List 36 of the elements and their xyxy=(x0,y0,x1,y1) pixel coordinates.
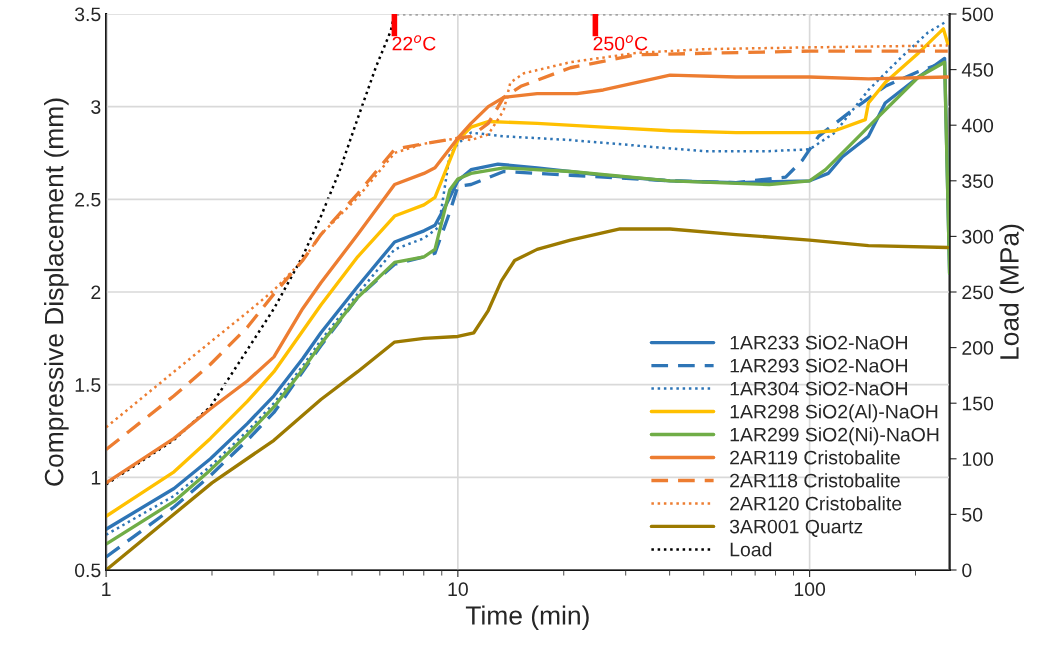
annotation: 250$^{o}$C xyxy=(593,35,648,51)
x-tick-label: 10 xyxy=(448,582,468,597)
y-tick-label: 1 xyxy=(91,471,101,485)
legend-label: 2AR119 Cristobalite xyxy=(730,450,900,465)
y2-tick-label: 300 xyxy=(962,229,994,244)
legend-label: 3AR001 Quartz xyxy=(729,519,863,537)
legend-label: 2AR118 Cristobalite xyxy=(730,473,900,488)
legend-label: 2AR120 Cristobalite xyxy=(730,496,902,511)
y-tick-label: 2 xyxy=(91,285,101,300)
y-axis-title: Compressive Displacement (mm) xyxy=(44,98,69,486)
y-tick-label: 2.5 xyxy=(75,192,101,207)
y2-tick-label: 100 xyxy=(962,452,994,467)
y2-tick-label: 450 xyxy=(961,63,994,77)
y2-tick-label: 200 xyxy=(962,341,994,355)
legend-label: 1AR298 SiO2(Al)-NaOH xyxy=(730,404,938,423)
x-axis-title: Time (min) xyxy=(465,605,589,631)
legend-label: 1AR233 SiO2-NaOH xyxy=(730,335,907,350)
y2-tick-label: 400 xyxy=(961,118,994,133)
legend-label: Load xyxy=(730,542,772,557)
y2-tick-label: 350 xyxy=(962,174,994,189)
y-tick-label: 3.5 xyxy=(74,7,101,22)
legend-label: 1AR299 SiO2(Ni)-NaOH xyxy=(730,427,939,446)
y2-tick-label: 150 xyxy=(962,396,994,411)
x-tick-label: 100 xyxy=(794,582,826,597)
legend-label: 1AR293 SiO2-NaOH xyxy=(730,358,907,373)
y-tick-label: 0.5 xyxy=(74,563,101,578)
y2-tick-label: 500 xyxy=(962,7,994,22)
y-tick-label: 3 xyxy=(91,100,101,114)
y-tick-label: 1.5 xyxy=(75,378,101,392)
legend-label: 1AR304 SiO2-NaOH xyxy=(730,381,907,396)
y2-axis-title: Load (MPa) xyxy=(999,224,1024,359)
y2-tick-label: 0 xyxy=(962,563,972,578)
annotation: 22$^{o}$C xyxy=(392,35,436,51)
x-tick-label: 1 xyxy=(102,582,111,596)
y2-tick-label: 250 xyxy=(962,285,994,300)
y2-tick-label: 50 xyxy=(962,507,983,522)
